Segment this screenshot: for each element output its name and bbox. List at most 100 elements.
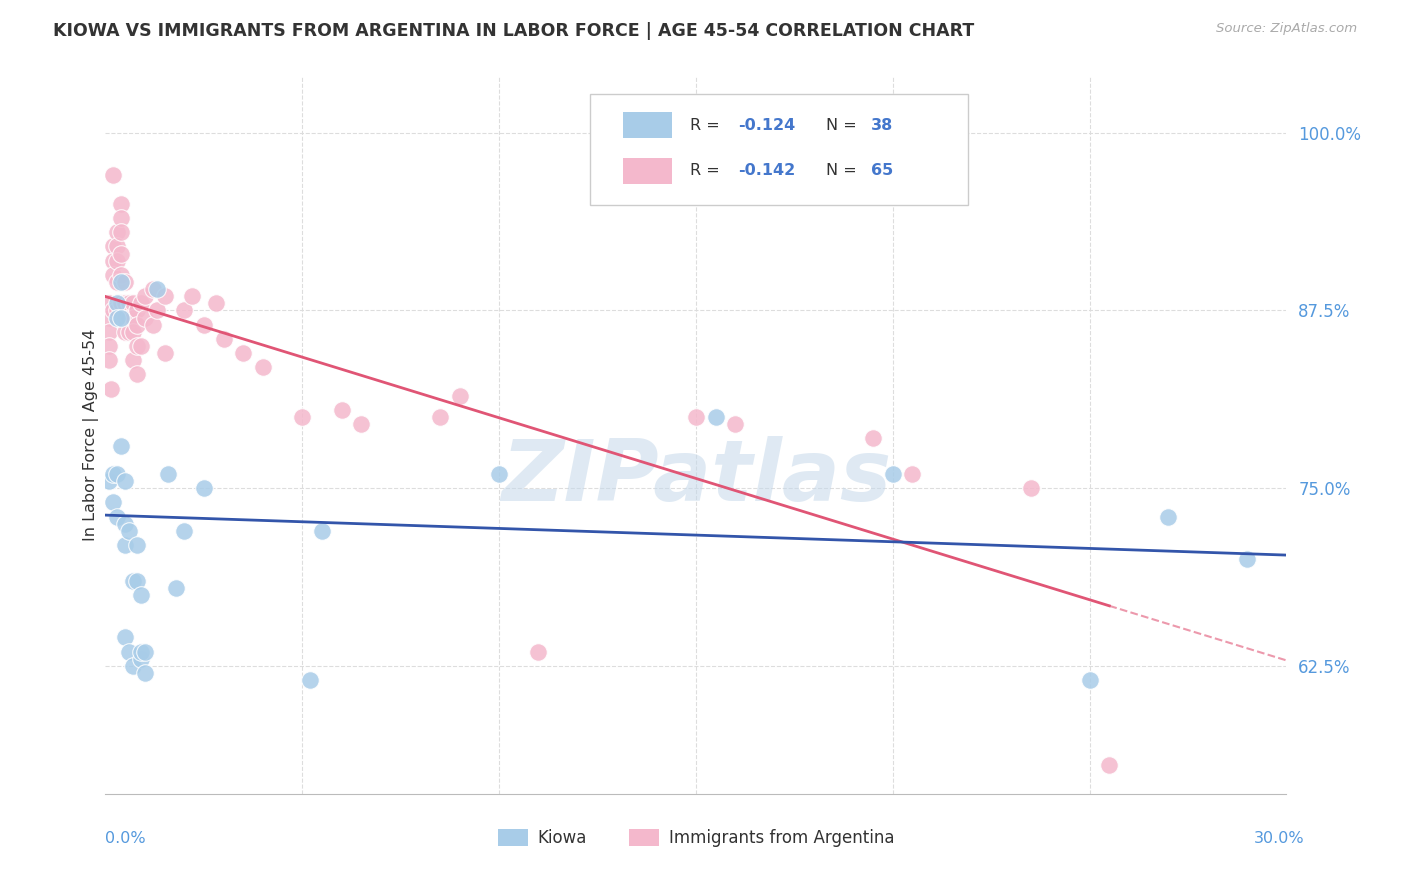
Point: [488, 467, 510, 481]
Point: [193, 318, 215, 332]
Point: [105, 509, 128, 524]
Point: [110, 275, 132, 289]
Point: [193, 481, 215, 495]
Point: [118, 325, 141, 339]
Point: [105, 239, 128, 253]
Text: ZIPatlas: ZIPatlas: [501, 436, 891, 519]
Point: [173, 524, 195, 538]
Point: [110, 246, 132, 260]
Point: [114, 474, 136, 488]
Point: [103, 169, 125, 183]
Point: [98, 296, 121, 310]
Point: [449, 389, 471, 403]
Text: 65: 65: [870, 163, 893, 178]
Point: [103, 239, 125, 253]
Point: [429, 410, 451, 425]
Text: 30.0%: 30.0%: [1254, 831, 1305, 847]
Point: [125, 303, 148, 318]
Point: [204, 296, 226, 310]
Point: [129, 588, 152, 602]
Point: [110, 296, 132, 310]
Point: [122, 325, 145, 339]
Point: [114, 516, 136, 531]
Point: [103, 268, 125, 282]
Point: [105, 296, 128, 310]
Point: [350, 417, 373, 432]
Point: [1019, 481, 1042, 495]
Point: [153, 346, 176, 360]
Point: [165, 581, 187, 595]
Point: [134, 666, 156, 681]
FancyBboxPatch shape: [623, 158, 672, 184]
Point: [110, 268, 132, 282]
Point: [103, 495, 125, 509]
Point: [153, 289, 176, 303]
Point: [134, 645, 156, 659]
Point: [125, 574, 148, 588]
Point: [1236, 552, 1258, 566]
Point: [103, 467, 125, 481]
Y-axis label: In Labor Force | Age 45-54: In Labor Force | Age 45-54: [83, 329, 98, 541]
Point: [105, 225, 128, 239]
Legend: Kiowa, Immigrants from Argentina: Kiowa, Immigrants from Argentina: [491, 822, 901, 854]
Text: N =: N =: [825, 118, 862, 133]
Point: [311, 524, 333, 538]
Point: [252, 360, 274, 375]
Text: Source: ZipAtlas.com: Source: ZipAtlas.com: [1216, 22, 1357, 36]
Text: -0.124: -0.124: [738, 118, 796, 133]
Text: R =: R =: [690, 163, 725, 178]
Point: [114, 310, 136, 325]
Point: [122, 659, 145, 673]
Point: [157, 467, 180, 481]
Point: [98, 310, 121, 325]
Point: [1098, 758, 1121, 772]
Point: [122, 310, 145, 325]
Point: [105, 275, 128, 289]
Point: [98, 474, 121, 488]
Text: KIOWA VS IMMIGRANTS FROM ARGENTINA IN LABOR FORCE | AGE 45-54 CORRELATION CHART: KIOWA VS IMMIGRANTS FROM ARGENTINA IN LA…: [53, 22, 974, 40]
Point: [134, 289, 156, 303]
Point: [110, 196, 132, 211]
Text: N =: N =: [825, 163, 862, 178]
Point: [862, 431, 884, 445]
Point: [122, 574, 145, 588]
Point: [114, 325, 136, 339]
Point: [125, 538, 148, 552]
Point: [118, 310, 141, 325]
Point: [704, 410, 727, 425]
FancyBboxPatch shape: [589, 94, 967, 205]
Point: [98, 353, 121, 368]
Point: [1157, 509, 1180, 524]
Point: [527, 645, 550, 659]
Point: [125, 318, 148, 332]
Point: [129, 645, 152, 659]
Point: [100, 382, 122, 396]
Point: [103, 303, 125, 318]
Point: [122, 353, 145, 368]
Point: [685, 410, 707, 425]
Point: [98, 339, 121, 353]
FancyBboxPatch shape: [623, 112, 672, 138]
Point: [291, 410, 314, 425]
Text: 0.0%: 0.0%: [105, 831, 146, 847]
Point: [110, 310, 132, 325]
Point: [105, 310, 128, 325]
Text: -0.142: -0.142: [738, 163, 796, 178]
Point: [125, 339, 148, 353]
Point: [901, 467, 924, 481]
Point: [114, 631, 136, 645]
Point: [114, 296, 136, 310]
Point: [110, 225, 132, 239]
Point: [145, 303, 167, 318]
Point: [105, 467, 128, 481]
Point: [330, 403, 353, 417]
Point: [129, 339, 152, 353]
Point: [118, 524, 141, 538]
Point: [98, 325, 121, 339]
Point: [1078, 673, 1101, 687]
Point: [114, 538, 136, 552]
Point: [118, 296, 141, 310]
Point: [142, 318, 165, 332]
Point: [142, 282, 165, 296]
Point: [724, 417, 747, 432]
